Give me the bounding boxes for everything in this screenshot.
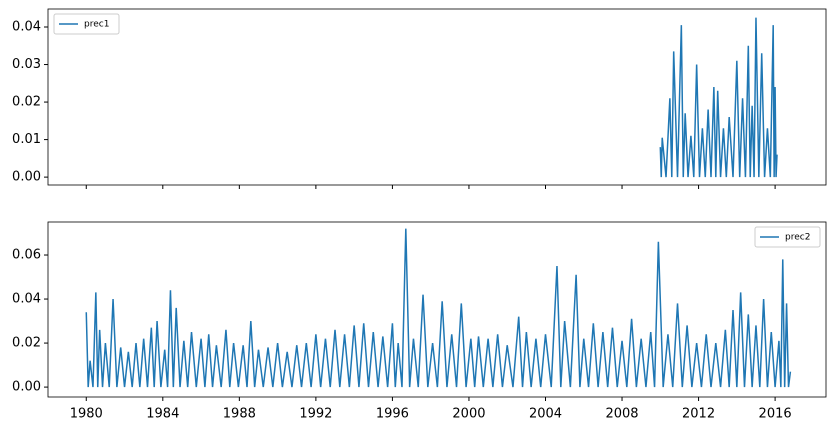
legend: prec2 [754,226,821,248]
x-tick-label: 1992 [299,407,332,422]
legend-label: prec2 [785,233,810,243]
x-tick-label: 1988 [223,407,256,422]
y-tick-label: 0.02 [12,336,41,351]
x-tick-label: 1980 [70,407,103,422]
y-tick-label: 0.04 [12,292,41,307]
x-tick-label: 2016 [759,407,792,422]
y-tick-label: 0.06 [12,248,41,263]
y-tick-label: 0.00 [12,380,41,395]
axes: 0.00 0.01 0.02 0.03 0.04 [12,8,827,189]
y-tick-label: 0.02 [12,95,41,110]
x-tick-label: 2012 [682,407,715,422]
legend-frame [53,13,120,35]
x-tick-label: 1996 [376,407,409,422]
y-tick-label: 0.00 [12,170,41,185]
legend-frame [754,226,821,248]
series-line [85,228,792,388]
legend: prec1 [53,13,120,35]
y-tick-label: 0.01 [12,132,41,147]
axes: 0.00 0.02 0.04 0.06 1980 1984 1988 1992 1996 2000… [12,221,827,422]
legend-label: prec1 [84,20,109,30]
axes-frame [47,8,827,186]
y-tick-label: 0.04 [12,20,41,35]
series-line [659,17,778,178]
x-tick-label: 2008 [605,407,638,422]
x-tick-label: 2000 [452,407,485,422]
x-tick-label: 2004 [529,407,562,422]
y-tick-label: 0.03 [12,57,41,72]
axes-frame [47,221,827,398]
x-tick-label: 1984 [146,407,179,422]
